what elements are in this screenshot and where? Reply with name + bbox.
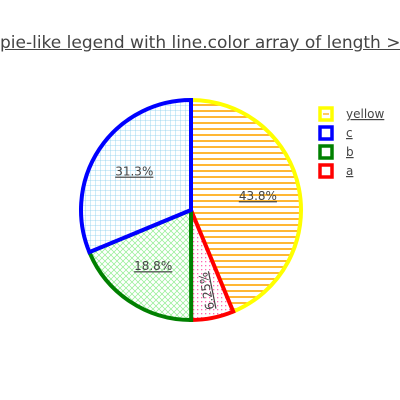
legend-item-a[interactable]: a	[318, 163, 353, 179]
legend-label-c: c	[346, 126, 353, 140]
slice-label-yellow: 43.8%	[239, 189, 277, 203]
legend-item-c[interactable]: c	[318, 125, 353, 141]
slice-label-c: 31.3%	[115, 165, 153, 179]
chart-title: pie-like legend with line.color array of…	[0, 33, 400, 53]
slice-label-b: 18.8%	[134, 259, 172, 273]
legend-swatch-a	[318, 163, 334, 179]
legend-item-b[interactable]: b	[318, 144, 354, 160]
pie-slice-yellow[interactable]	[189, 97, 304, 315]
legend-label-a: a	[346, 164, 353, 178]
legend-swatch-c	[318, 125, 334, 141]
pie-slice-c[interactable]	[78, 97, 193, 255]
pie-slices	[78, 97, 304, 323]
legend-item-yellow[interactable]: yellow	[318, 106, 384, 122]
legend: yellow cba	[318, 106, 384, 179]
legend-label-b: b	[346, 145, 354, 159]
legend-swatch-b	[318, 144, 334, 160]
pie-slice-b[interactable]	[86, 207, 194, 323]
legend-label-yellow: yellow	[346, 107, 384, 121]
